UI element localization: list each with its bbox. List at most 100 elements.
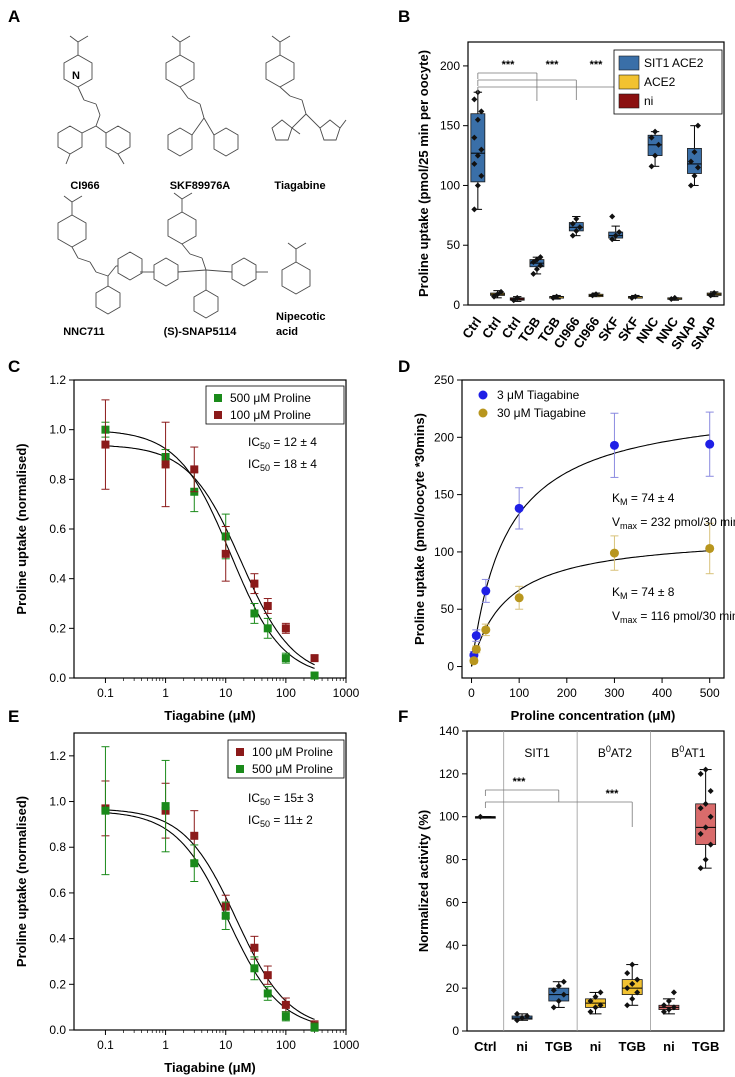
molecule-label-nipecotic-acid-2: acid xyxy=(276,326,298,338)
B-box-9-point-4 xyxy=(652,128,659,135)
E-xtick-label-2: 10 xyxy=(219,1038,233,1052)
C-xtick-label-0: 0.1 xyxy=(97,686,114,700)
B-box-5-point-4 xyxy=(573,215,580,222)
panel-b-chart: 050100150200CtrlCtrlCtrlTGBTGBCI966CI966… xyxy=(416,41,725,352)
E-series-0-point-6 xyxy=(281,1000,290,1009)
D-legend-label-0: 3 μM Tiagabine xyxy=(497,388,580,402)
E-legend-marker-0 xyxy=(236,748,244,756)
B-box-12-point-1 xyxy=(711,290,718,297)
C-ytick-label-4: 0.8 xyxy=(49,472,66,486)
C-legend-label-0: 500 μM Proline xyxy=(230,391,311,405)
D-plot-frame xyxy=(461,379,725,679)
D-legend-marker-0 xyxy=(478,390,488,400)
B-y-axis-label: Proline uptake (pmol/25 min per oocyte) xyxy=(416,50,431,297)
F-ytick-label-2: 40 xyxy=(446,938,460,952)
F-category-label-6: TGB xyxy=(692,1039,719,1054)
B-box-4-point-1 xyxy=(553,293,560,300)
D-series-1-point-1 xyxy=(471,644,481,654)
B-box-0-point-6 xyxy=(471,134,478,141)
panel-label-d: D xyxy=(398,357,410,376)
C-fit-curve-0 xyxy=(105,431,315,669)
B-significance-1-label: *** xyxy=(546,59,560,71)
F-box-2-point-5 xyxy=(560,978,567,985)
F-category-label-2: TGB xyxy=(545,1039,572,1054)
E-y-axis-label: Proline uptake (normalised) xyxy=(14,796,29,967)
molecule-label-nnc711: NNC711 xyxy=(63,326,105,338)
F-category-label-4: TGB xyxy=(618,1039,645,1054)
E-legend-box xyxy=(227,739,345,779)
D-ytick-label-3: 150 xyxy=(434,488,454,502)
F-box-5-point-1 xyxy=(665,1006,672,1013)
C-annotation-1: IC50 = 18 ± 4 xyxy=(248,457,317,473)
D-series-0-point-1 xyxy=(471,631,481,641)
panel-label-e: E xyxy=(8,707,19,726)
C-fit-curve-1 xyxy=(105,445,315,666)
F-y-axis-label: Normalized activity (%) xyxy=(416,810,431,952)
B-box-7-point-1 xyxy=(612,232,619,239)
B-box-5-point-1 xyxy=(573,227,580,234)
F-box-3-point-5 xyxy=(597,989,604,996)
F-category-label-1: ni xyxy=(516,1039,528,1054)
F-box-4-point-1 xyxy=(629,995,636,1002)
panel-d-chart: 0 50 100 150 200 250 0 100 200 300 400 500 3 μM Tiag… xyxy=(412,373,735,723)
E-ytick-label-4: 0.8 xyxy=(49,840,66,854)
E-series-0-point-4 xyxy=(250,943,259,952)
D-series-0-point-3 xyxy=(514,503,524,513)
skf89976a-structure xyxy=(165,35,239,157)
C-ytick-label-2: 0.4 xyxy=(49,572,66,586)
D-xtick-label-4: 400 xyxy=(652,686,672,700)
C-annotation-0: IC50 = 12 ± 4 xyxy=(248,435,317,451)
E-legend-label-1: 500 μM Proline xyxy=(252,762,333,776)
B-box-0-point-7 xyxy=(474,116,481,123)
B-ytick-label-1: 50 xyxy=(447,238,461,252)
F-box-3-point-3 xyxy=(587,998,594,1004)
E-series-1-point-3 xyxy=(221,911,230,920)
B-legend-swatch-2 xyxy=(618,93,640,109)
E-series-1-point-5 xyxy=(263,989,272,998)
E-annotation-0: IC50 = 15± 3 xyxy=(248,791,314,807)
B-box-10-point-1 xyxy=(671,294,678,301)
E-ytick-label-1: 0.2 xyxy=(49,977,66,991)
D-series-1-point-3 xyxy=(514,593,524,603)
F-box-6-iqr xyxy=(695,803,717,845)
F-category-label-0: Ctrl xyxy=(474,1039,496,1054)
B-box-3-point-0 xyxy=(530,270,537,277)
F-significance-1-label: *** xyxy=(606,788,620,800)
E-series-1-point-4 xyxy=(250,964,259,973)
E-ytick-label-6: 1.2 xyxy=(49,749,66,763)
F-box-3-point-1 xyxy=(592,1004,599,1011)
ci966-n-atom: N xyxy=(72,70,80,82)
D-xtick-label-3: 300 xyxy=(604,686,624,700)
F-box-1-point-2 xyxy=(524,1013,531,1019)
F-box-4-point-2 xyxy=(634,989,641,996)
F-group-label-2: B0AT1 xyxy=(671,744,705,760)
B-ytick-label-3: 150 xyxy=(440,119,460,133)
D-ytick-label-5: 250 xyxy=(434,373,454,387)
C-legend-marker-0 xyxy=(214,394,222,402)
F-box-1-point-3 xyxy=(514,1010,521,1017)
F-box-1-point-0 xyxy=(514,1017,521,1024)
B-box-11-point-0 xyxy=(687,182,694,189)
E-annotation-1: IC50 = 11± 2 xyxy=(248,813,313,829)
B-box-0-iqr xyxy=(470,113,486,183)
F-box-2-point-0 xyxy=(550,1004,557,1011)
E-series-1-point-6 xyxy=(281,1012,290,1021)
E-ytick-label-3: 0.6 xyxy=(49,886,66,900)
D-ytick-label-0: 0 xyxy=(447,660,454,674)
F-box-6-point-4 xyxy=(702,824,709,831)
E-fit-curve-0 xyxy=(105,809,315,1020)
E-x-axis-label: Tiagabine (μM) xyxy=(164,1060,256,1075)
D-ytick-label-1: 50 xyxy=(441,602,455,616)
E-legend-marker-1 xyxy=(236,765,244,773)
C-series-1-point-0 xyxy=(101,440,110,449)
D-xtick-label-1: 100 xyxy=(509,686,529,700)
E-xtick-label-4: 1000 xyxy=(333,1038,360,1052)
F-box-3-point-0 xyxy=(587,1008,594,1015)
C-legend-box xyxy=(205,385,345,425)
E-series-1-point-1 xyxy=(161,802,170,811)
F-box-0-point-0 xyxy=(477,813,484,820)
C-legend-label-1: 100 μM Proline xyxy=(230,408,311,422)
panel-label-a: A xyxy=(8,7,20,26)
F-box-5-point-2 xyxy=(670,1004,677,1011)
B-category-label-1: Ctrl xyxy=(479,314,504,341)
